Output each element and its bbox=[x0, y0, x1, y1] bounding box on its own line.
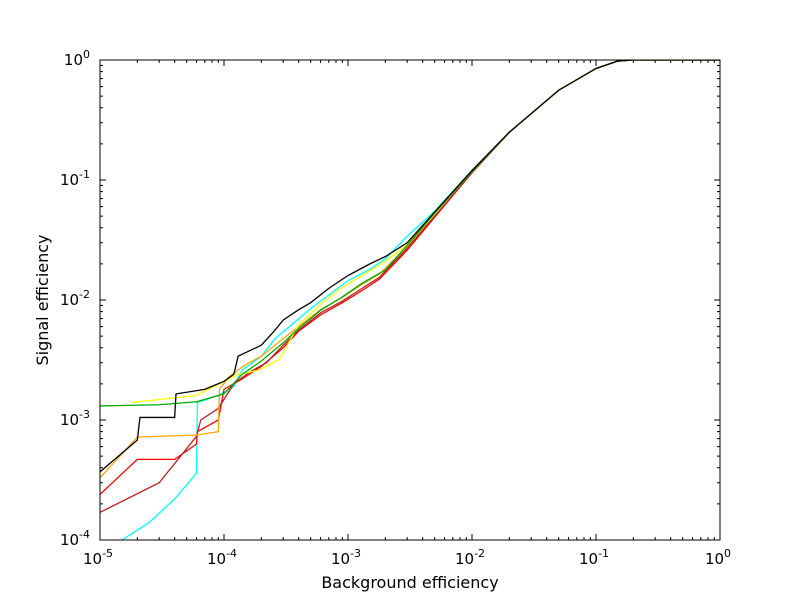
y-tick-label-4: 100 bbox=[64, 48, 90, 69]
plot-frame bbox=[99, 59, 721, 541]
tick-layer: 10-5 10-4 10-3 10-2 10-1 10010-410-310-210-11… bbox=[60, 48, 731, 568]
x-axis-title: Background efficiency bbox=[321, 573, 498, 592]
x-tick-label-0: 10-5 bbox=[83, 547, 113, 568]
x-tick-label-5: 100 bbox=[705, 547, 731, 568]
x-tick-label-2: 10-3 bbox=[331, 547, 361, 568]
y-tick-label-2: 10-2 bbox=[60, 288, 90, 309]
y-tick-label-0: 10-4 bbox=[60, 528, 90, 549]
y-tick-label-1: 10-3 bbox=[60, 408, 90, 429]
series-layer bbox=[100, 60, 720, 540]
y-axis-title: Signal efficiency bbox=[33, 234, 52, 365]
plot-area-background bbox=[100, 60, 720, 540]
x-tick-label-4: 10-1 bbox=[579, 547, 609, 568]
x-tick-label-3: 10-2 bbox=[455, 547, 485, 568]
x-tick-label-1: 10-4 bbox=[207, 547, 237, 568]
y-tick-label-3: 10-1 bbox=[60, 168, 90, 189]
series-line-7 bbox=[100, 60, 720, 473]
